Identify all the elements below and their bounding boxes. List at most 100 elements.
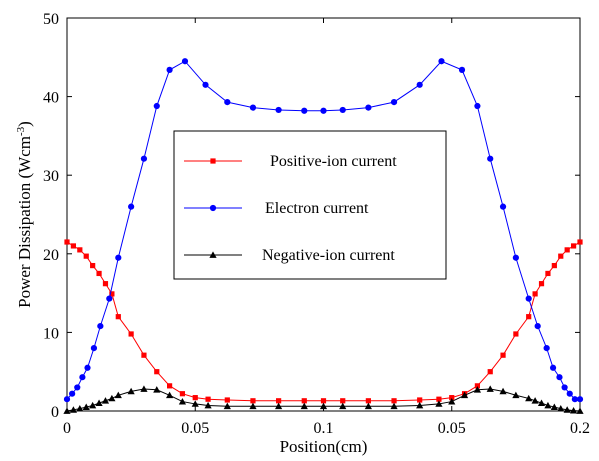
- data-point: [550, 403, 558, 410]
- data-point: [416, 81, 423, 88]
- data-point: [460, 391, 469, 399]
- data-point: [192, 395, 198, 401]
- data-point: [549, 364, 557, 371]
- data-point: [97, 323, 104, 330]
- data-point: [95, 399, 103, 407]
- data-point: [474, 102, 481, 110]
- data-point: [250, 398, 256, 404]
- x-tick-label: 0.05: [438, 420, 466, 437]
- data-point: [166, 391, 174, 399]
- data-point: [204, 401, 212, 409]
- data-point: [69, 406, 78, 413]
- data-point: [300, 402, 308, 410]
- y-tick-label: 40: [43, 90, 59, 107]
- data-point: [202, 81, 209, 88]
- data-point: [364, 402, 372, 410]
- data-point: [544, 401, 552, 409]
- data-point: [115, 254, 122, 261]
- data-point: [416, 401, 424, 409]
- data-point: [391, 398, 397, 404]
- data-point: [525, 394, 533, 402]
- y-tick-label: 20: [43, 247, 59, 264]
- data-point: [449, 395, 455, 401]
- data-point: [191, 400, 199, 407]
- data-point: [205, 396, 211, 402]
- data-point: [84, 364, 91, 371]
- data-point: [76, 405, 84, 412]
- data-point: [570, 243, 577, 249]
- data-point: [63, 407, 71, 414]
- data-point: [566, 390, 573, 397]
- y-tick-label: 10: [43, 325, 59, 342]
- legend-label: Positive-ion current: [270, 153, 397, 170]
- data-point: [390, 402, 398, 410]
- data-point: [63, 396, 71, 403]
- y-tick-label: 30: [43, 168, 59, 185]
- data-point: [178, 397, 187, 405]
- data-point: [249, 104, 257, 111]
- data-point: [499, 387, 507, 395]
- data-point: [512, 254, 519, 261]
- y-tick-label: 50: [43, 11, 59, 28]
- legend-label: Electron current: [265, 200, 369, 217]
- data-point: [249, 402, 257, 410]
- data-point: [564, 247, 570, 253]
- data-point: [102, 281, 109, 287]
- data-point: [576, 407, 584, 414]
- data-point: [301, 107, 308, 114]
- data-point: [561, 384, 568, 391]
- x-tick-label: 0.2: [570, 420, 590, 437]
- data-point: [275, 402, 283, 410]
- y-axis-label-exponent: -3: [15, 126, 27, 136]
- data-point: [114, 391, 122, 399]
- data-point: [526, 314, 532, 320]
- data-point: [365, 398, 371, 404]
- data-point: [538, 281, 545, 287]
- data-point: [569, 407, 578, 414]
- data-point: [106, 295, 113, 302]
- series-triangle: [63, 385, 584, 414]
- data-point: [563, 406, 571, 413]
- data-point: [417, 397, 423, 403]
- data-point: [69, 390, 76, 397]
- data-point: [557, 405, 565, 412]
- x-axis-label: Position(cm): [280, 437, 368, 456]
- data-point: [79, 374, 86, 381]
- data-point: [74, 384, 81, 391]
- data-point: [390, 99, 398, 106]
- data-point: [90, 262, 96, 269]
- data-point: [320, 107, 327, 114]
- data-point: [558, 253, 564, 259]
- data-point: [512, 391, 520, 399]
- data-point: [486, 385, 494, 392]
- x-tick-label: 0: [63, 420, 71, 437]
- data-point: [474, 383, 480, 389]
- data-point: [83, 253, 89, 259]
- ticks: 0 0.05 0.1 0.05 0.2 0 10 20 30 40 50: [43, 11, 590, 437]
- legend-label: Negative-ion current: [262, 247, 395, 264]
- data-point: [365, 104, 372, 111]
- data-point: [89, 401, 97, 409]
- data-point: [153, 386, 161, 393]
- data-point: [140, 385, 148, 392]
- data-point: [115, 314, 121, 320]
- data-point: [339, 106, 346, 114]
- data-point: [551, 262, 557, 269]
- data-point: [224, 397, 230, 403]
- data-point: [224, 99, 231, 106]
- data-point: [70, 243, 77, 249]
- data-point: [167, 383, 173, 389]
- data-point: [487, 155, 494, 162]
- data-point: [223, 402, 231, 410]
- data-point: [531, 397, 539, 404]
- data-point: [458, 66, 466, 73]
- data-point: [576, 396, 584, 403]
- data-point: [127, 387, 135, 395]
- series-square: [64, 239, 583, 404]
- data-point: [436, 396, 442, 402]
- x-tick-label: 0.05: [181, 420, 209, 437]
- data-point: [500, 352, 506, 358]
- data-point: [319, 402, 328, 410]
- series-layer: [63, 58, 584, 414]
- data-point: [154, 369, 160, 375]
